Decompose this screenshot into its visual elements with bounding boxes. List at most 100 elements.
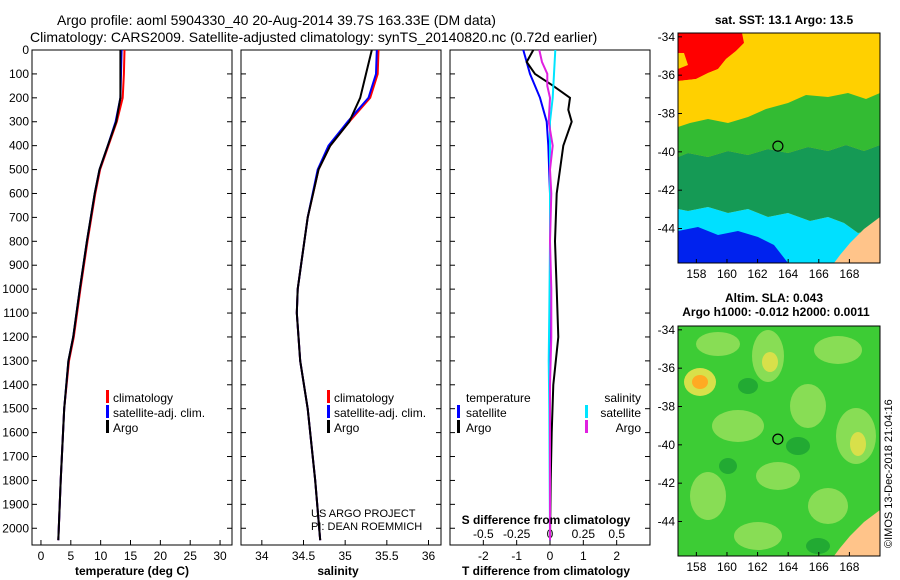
sst-band-lightgreen [678,93,880,157]
sst-longitude-ticks: 158 160 162 164 166 168 [686,259,860,281]
lat-tick-label: -36 [658,68,676,82]
argo-position-marker [772,433,784,445]
sla-max [692,375,708,389]
depth-tick-labels: 0 100 200 300 400 500 600 700 800 900 1000 1100 1200… [2,43,29,535]
depth-tick-label: 100 [9,67,29,81]
legend-label-s-satellite: satellite [600,406,641,420]
s-difference-axis-label: S difference from climatology [462,513,631,527]
depth-tick-label: 1700 [2,450,29,464]
sst-band-darkgreen [678,145,880,233]
sst-latitude-ticks: -34 -36 -38 -40 -42 -44 [658,30,682,236]
series-line-s-argo [538,49,554,541]
legend-swatch-satellite [327,405,330,418]
legend-title-temperature: temperature [466,391,531,405]
difference-series [450,49,650,541]
difference-legend: temperature satellite Argo salinity sate… [457,391,641,435]
legend-label-climatology: climatology [334,391,394,405]
depth-tick-label: 1400 [2,378,29,392]
x-tick-label: 34 [255,549,269,563]
legend-label-argo: Argo [334,421,360,435]
depth-tick-label: 200 [9,91,29,105]
depth-tick-label: 1000 [2,282,29,296]
depth-tick-label: 800 [9,234,29,248]
depth-tick-label: 900 [9,258,29,272]
lat-tick-label: -36 [658,361,676,375]
s-diff-tick-label: 0.5 [608,527,625,541]
temperature-axis-label: temperature (deg C) [75,564,189,578]
depth-tick-label: 1300 [2,354,29,368]
lat-tick-label: -40 [658,145,676,159]
lon-tick-label: 162 [748,267,768,281]
sla-map-title-line2: Argo h1000: -0.012 h2000: 0.0011 [682,305,870,319]
depth-tick-label: 1200 [2,330,29,344]
depth-tick-label: 0 [22,43,29,57]
x-tick-label: 30 [213,549,227,563]
legend-swatch-satellite [106,405,109,418]
sla-highs [690,330,876,550]
legend-label-t-argo: Argo [466,421,492,435]
lon-tick-label: 168 [839,560,859,574]
legend-title-salinity: salinity [604,391,641,405]
t-difference-tick-labels: -2 -1 0 1 2 [478,540,620,563]
lat-tick-label: -34 [658,323,676,337]
x-tick-label: 34.5 [292,549,316,563]
project-credit-line1: US ARGO PROJECT [311,508,416,520]
x-tick-label: 15 [124,549,138,563]
x-tick-label: 20 [154,549,168,563]
depth-tick-label: 1500 [2,402,29,416]
legend-swatch-argo [106,420,109,433]
lon-tick-label: 158 [686,560,706,574]
x-tick-label: -1 [511,549,522,563]
lon-tick-label: 166 [809,267,829,281]
depth-tick-label: 1100 [3,306,29,320]
s-diff-tick-label: -0.5 [473,527,494,541]
legend-label-t-satellite: satellite [466,406,507,420]
legend-label-s-argo: Argo [616,421,642,435]
argo-position-marker [772,140,784,152]
figure-title-line2: Climatology: CARS2009. Satellite-adjuste… [30,29,597,45]
sla-map-image [678,326,880,556]
salinity-axes-frame [240,49,442,546]
lon-tick-label: 164 [778,267,798,281]
temperature-tick-labels: 0 5 10 15 20 25 30 [38,540,227,563]
lon-tick-label: 164 [778,560,798,574]
sst-map: sat. SST: 13.1 Argo: 13.5 158 160 162 164 16… [658,13,881,281]
legend-label-climatology: climatology [113,391,173,405]
salinity-series [241,49,441,541]
sst-band-blue [678,227,788,263]
lon-tick-label: 160 [717,560,737,574]
sst-map-title: sat. SST: 13.1 Argo: 13.5 [715,13,854,27]
sst-patch [678,53,688,69]
lon-tick-label: 162 [748,560,768,574]
legend-label-satellite: satellite-adj. clim. [113,406,205,420]
lat-tick-label: -38 [658,400,676,414]
s-diff-tick-label: 0.25 [572,527,596,541]
temperature-panel: 0100200300400500600700800900100011001200… [2,43,233,578]
lon-tick-label: 160 [717,267,737,281]
x-tick-label: 35.5 [375,549,399,563]
sla-map: Altim. SLA: 0.043 Argo h1000: -0.012 h20… [658,291,881,574]
depth-tick-label: 1900 [2,497,29,511]
sla-latitude-ticks: -34 -36 -38 -40 -42 -44 [658,323,682,529]
salinity-axis-label: salinity [317,564,359,578]
depth-tick-label: 1800 [2,473,29,487]
x-tick-label: 0 [38,549,45,563]
x-tick-label: 35 [338,549,352,563]
legend-swatch-climatology [327,390,330,403]
legend-swatch-t-argo [457,420,460,433]
lat-tick-label: -44 [658,222,676,236]
lat-tick-label: -42 [658,183,676,197]
x-tick-label: 1 [580,549,587,563]
sst-map-image [678,33,880,263]
series-line-argo [295,49,373,541]
x-tick-label: 10 [94,549,108,563]
legend-label-argo: Argo [113,421,139,435]
depth-tick-label: 2000 [2,521,29,535]
figure-title-line1: Argo profile: aoml 5904330_40 20-Aug-201… [57,12,496,28]
lat-tick-label: -44 [658,515,676,529]
salinity-panel: 34 34.5 35 35.5 36 salinity climatology sate… [240,49,442,578]
sla-land [834,510,880,556]
depth-tick-label: 400 [9,139,29,153]
lat-tick-label: -38 [658,107,676,121]
